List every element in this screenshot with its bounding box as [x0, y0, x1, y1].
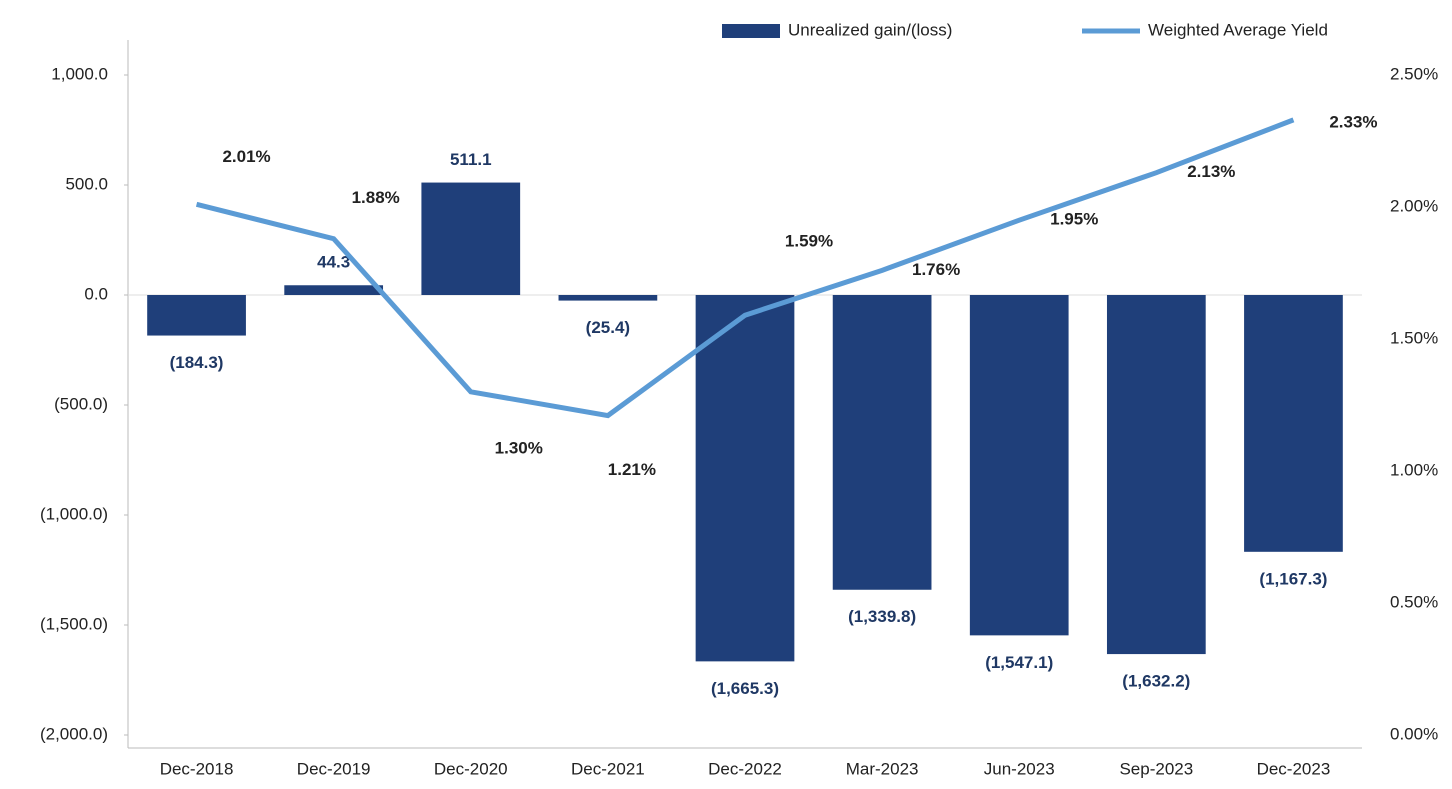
y2-tick-label: 1.50%: [1390, 328, 1438, 347]
bar-value-label: (1,167.3): [1259, 569, 1327, 588]
bar: [1106, 295, 1206, 655]
bar: [695, 295, 795, 662]
line: [195, 117, 1295, 419]
legend-swatch: [722, 24, 780, 38]
y-tick-label: (2,000.0): [40, 724, 108, 743]
y2-tick-label: 1.00%: [1390, 460, 1438, 479]
bar: [1244, 295, 1343, 552]
y-tick-label: 0.0: [84, 284, 108, 303]
x-tick-label: Sep-2023: [1119, 759, 1193, 778]
x-tick-label: Dec-2023: [1257, 759, 1331, 778]
bar: [558, 295, 658, 301]
bar-value-label: (1,339.8): [848, 607, 916, 626]
x-tick-label: Dec-2021: [571, 759, 645, 778]
x-tick-label: Dec-2022: [708, 759, 782, 778]
y-tick-label: 500.0: [65, 174, 108, 193]
line-value-label: 1.76%: [912, 260, 960, 279]
bar-value-label: 511.1: [450, 150, 492, 169]
bar: [832, 295, 932, 590]
bar-value-label: 44.3: [317, 253, 350, 272]
y2-tick-label: 0.00%: [1390, 724, 1438, 743]
line-value-label: 1.21%: [608, 460, 656, 479]
line-value-label: 1.95%: [1050, 210, 1098, 229]
x-tick-label: Dec-2019: [297, 759, 371, 778]
y-tick-label: (1,000.0): [40, 504, 108, 523]
y-tick-label: (1,500.0): [40, 614, 108, 633]
x-tick-label: Mar-2023: [846, 759, 919, 778]
line-value-label: 2.01%: [222, 147, 270, 166]
bar: [284, 285, 384, 295]
line-value-label: 2.33%: [1329, 112, 1377, 131]
line-value-label: 1.30%: [495, 438, 543, 457]
y2-tick-label: 0.50%: [1390, 592, 1438, 611]
bar: [421, 182, 521, 295]
bar-value-label: (1,632.2): [1122, 672, 1190, 691]
y-tick-label: 1,000.0: [51, 64, 108, 83]
bar-value-label: (25.4): [586, 318, 630, 337]
legend-label: Unrealized gain/(loss): [788, 20, 952, 39]
line-value-label: 2.13%: [1187, 162, 1235, 181]
bar-value-label: (1,547.1): [985, 653, 1053, 672]
bar-value-label: (1,665.3): [711, 679, 779, 698]
x-tick-label: Dec-2018: [160, 759, 234, 778]
bar: [147, 295, 246, 336]
y2-tick-label: 2.50%: [1390, 64, 1438, 83]
bar: [969, 295, 1069, 636]
bar-value-label: (184.3): [170, 353, 224, 372]
line-value-label: 1.88%: [352, 188, 400, 207]
x-tick-label: Jun-2023: [984, 759, 1055, 778]
y2-tick-label: 2.00%: [1390, 196, 1438, 215]
line-value-label: 1.59%: [785, 232, 833, 251]
x-tick-label: Dec-2020: [434, 759, 508, 778]
y-tick-label: (500.0): [54, 394, 108, 413]
legend-label: Weighted Average Yield: [1148, 20, 1328, 39]
